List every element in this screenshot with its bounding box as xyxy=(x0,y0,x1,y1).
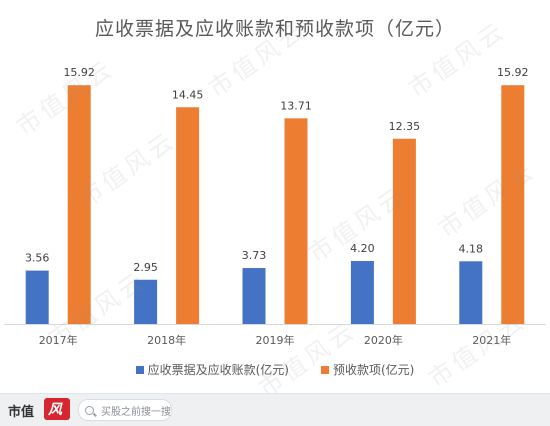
bar-receivables xyxy=(25,270,49,324)
bar-receivables xyxy=(134,279,158,324)
brand-badge: 风 xyxy=(44,398,70,420)
brand-badge-text: 风 xyxy=(48,402,62,418)
footer-bar: 市值 风 买股之前搜一搜 xyxy=(0,393,550,426)
data-label: 12.35 xyxy=(389,120,421,133)
x-tick-label: 2020年 xyxy=(364,333,403,347)
search-icon xyxy=(85,405,94,415)
data-label: 13.71 xyxy=(280,99,312,112)
data-label: 14.45 xyxy=(172,88,204,101)
legend-label: 预收款项(亿元) xyxy=(333,363,415,377)
bar-advances xyxy=(176,107,200,324)
bar-advances xyxy=(284,118,308,324)
data-label: 15.92 xyxy=(63,66,95,79)
x-tick-label: 2019年 xyxy=(256,333,295,347)
legend-swatch xyxy=(135,365,144,374)
bar-receivables xyxy=(350,261,374,324)
bar-advances xyxy=(392,138,416,324)
search-placeholder: 买股之前搜一搜 xyxy=(101,406,171,418)
bar-chart: 3.56 15.92 2017年 2.95 14.45 2018年 3.73 13.71 201… xyxy=(4,66,546,347)
search-box[interactable]: 买股之前搜一搜 xyxy=(78,399,172,421)
chart-title: 应收票据及应收账款和预收款项（亿元） xyxy=(94,18,455,40)
data-label: 2.95 xyxy=(133,261,158,274)
data-label: 4.20 xyxy=(350,242,375,255)
data-label: 4.18 xyxy=(459,242,484,255)
bar-receivables xyxy=(459,261,483,324)
legend-item: 应收票据及应收账款(亿元) xyxy=(135,361,289,378)
brand-logo[interactable]: 市值 xyxy=(8,405,35,420)
x-tick-label: 2017年 xyxy=(39,333,78,347)
data-label: 3.73 xyxy=(242,249,267,262)
data-label: 3.56 xyxy=(25,252,50,265)
data-label: 15.92 xyxy=(497,66,529,79)
bar-advances xyxy=(501,85,525,324)
x-tick-label: 2018年 xyxy=(147,333,186,347)
chart-legend: 应收票据及应收账款(亿元) 预收款项(亿元) xyxy=(0,361,550,378)
bar-receivables xyxy=(242,268,266,324)
legend-item: 预收款项(亿元) xyxy=(321,361,414,378)
legend-swatch xyxy=(321,365,329,374)
legend-label: 应收票据及应收账款(亿元) xyxy=(147,363,289,377)
x-tick-label: 2021年 xyxy=(472,333,511,347)
bar-advances xyxy=(67,85,91,324)
